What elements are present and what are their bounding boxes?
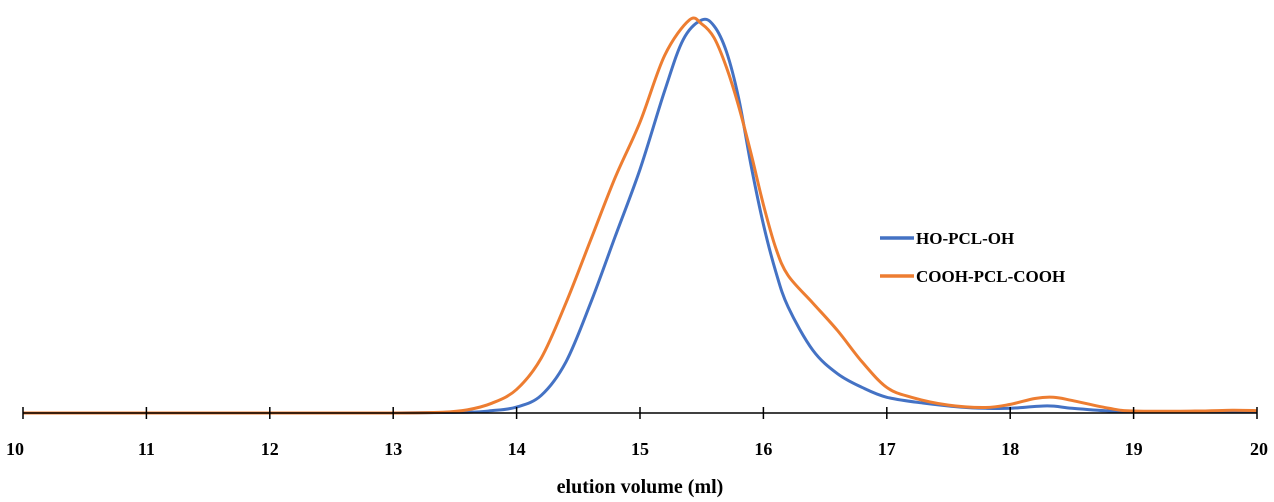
legend-label: HO-PCL-OH xyxy=(916,229,1014,248)
x-tick-label: 13 xyxy=(384,439,402,459)
series-line-cooh-pcl-cooh xyxy=(22,16,1258,415)
x-tick-label: 10 xyxy=(6,439,24,459)
series-line-ho-pcl-oh xyxy=(22,17,1258,415)
x-tick-label: 20 xyxy=(1250,439,1268,459)
legend-label: COOH-PCL-COOH xyxy=(916,267,1065,286)
x-tick-label: 16 xyxy=(754,439,772,459)
legend: HO-PCL-OH COOH-PCL-COOH xyxy=(880,229,1065,286)
x-axis-title: elution volume (ml) xyxy=(557,476,724,498)
x-tick-label: 19 xyxy=(1125,439,1143,459)
x-tick-label: 14 xyxy=(508,439,526,459)
series-layer xyxy=(22,16,1258,415)
x-tick-label: 11 xyxy=(138,439,155,459)
x-tick-label: 15 xyxy=(631,439,649,459)
x-tick-label: 18 xyxy=(1001,439,1019,459)
x-tick-label: 12 xyxy=(261,439,279,459)
x-axis-ticks: 10 11 12 13 14 15 16 17 18 19 20 xyxy=(6,407,1268,459)
x-tick-label: 17 xyxy=(878,439,896,459)
